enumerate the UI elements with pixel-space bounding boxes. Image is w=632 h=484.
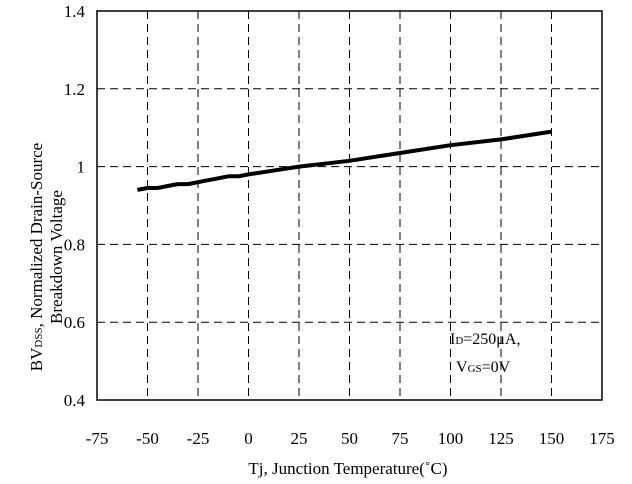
x-tick-label: 75 bbox=[392, 429, 409, 448]
x-tick-label: 0 bbox=[244, 429, 253, 448]
y-axis-title: BVDSS, Normalized Drain-Source Breakdown… bbox=[27, 143, 66, 371]
y-tick-label: 1 bbox=[77, 158, 86, 177]
y-axis-title-subscript: DSS bbox=[33, 327, 45, 347]
annotation-id-prefix: I bbox=[450, 331, 455, 348]
annotation-vgs-subscript: GS bbox=[468, 363, 482, 375]
annotation-vgs-prefix: V bbox=[456, 359, 468, 376]
series-line bbox=[137, 129, 552, 192]
svg-text:ID=250μA,: ID=250μA, bbox=[450, 331, 520, 348]
x-tick-label: 25 bbox=[291, 429, 308, 448]
y-tick-label: 0.8 bbox=[64, 235, 85, 254]
annotation-id-subscript: D bbox=[455, 335, 463, 347]
y-tick-labels: 0.4 0.6 0.8 1 1.2 1.4 bbox=[64, 2, 86, 410]
x-tick-label: -50 bbox=[136, 429, 159, 448]
x-tick-label: 150 bbox=[539, 429, 565, 448]
svg-text:BVDSS, Normalized Drain-Source: BVDSS, Normalized Drain-Source bbox=[27, 143, 46, 371]
annotation-id-rest: =250μA, bbox=[463, 331, 520, 348]
grid-lines bbox=[97, 11, 602, 400]
x-tick-label: 50 bbox=[341, 429, 358, 448]
y-tick-label: 1.2 bbox=[64, 80, 85, 99]
svg-text:VGS=0V: VGS=0V bbox=[456, 359, 511, 376]
x-tick-label: -75 bbox=[86, 429, 109, 448]
x-tick-label: 175 bbox=[589, 429, 615, 448]
y-tick-label: 1.4 bbox=[64, 2, 86, 21]
y-tick-label: 0.6 bbox=[64, 313, 85, 332]
y-axis-title-rest: , Normalized Drain-Source bbox=[27, 143, 46, 328]
y-tick-label: 0.4 bbox=[64, 391, 86, 410]
x-tick-label: 100 bbox=[438, 429, 464, 448]
plot-frame bbox=[96, 10, 603, 401]
x-tick-label: -25 bbox=[187, 429, 210, 448]
y-axis-title-prefix: BV bbox=[27, 347, 46, 371]
y-axis-title-line2: Breakdown Voltage bbox=[47, 190, 66, 324]
x-axis-title: Tj, Junction Temperature(˚C) bbox=[248, 459, 447, 478]
x-tick-labels: -75 -50 -25 0 25 50 75 100 125 150 175 bbox=[86, 429, 615, 448]
test-condition-annotation: ID=250μA, VGS=0V bbox=[450, 331, 520, 376]
x-tick-label: 125 bbox=[488, 429, 514, 448]
annotation-vgs-rest: =0V bbox=[482, 359, 511, 376]
